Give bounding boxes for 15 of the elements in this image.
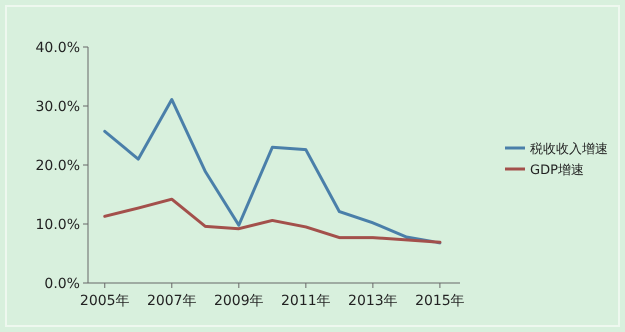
line-series [103, 198, 442, 244]
legend-label: 税收收入增速 [530, 142, 608, 157]
y-tick-label: 20.0% [36, 158, 80, 174]
y-tick-label: 30.0% [36, 99, 80, 115]
x-tick-label: 2005年 [80, 293, 130, 309]
x-tick-label: 2015年 [415, 293, 465, 309]
x-tick-label: 2013年 [348, 293, 398, 309]
x-tick-label: 2007年 [146, 293, 197, 309]
legend-label: GDP增速 [530, 163, 584, 178]
y-tick-label: 40.0% [36, 40, 80, 56]
x-tick-label: 2009年 [214, 293, 264, 309]
x-tick-label: 2011年 [281, 293, 331, 309]
line-series [103, 98, 442, 244]
y-tick-label: 0.0% [44, 276, 80, 292]
y-tick-label: 10.0% [36, 217, 80, 233]
